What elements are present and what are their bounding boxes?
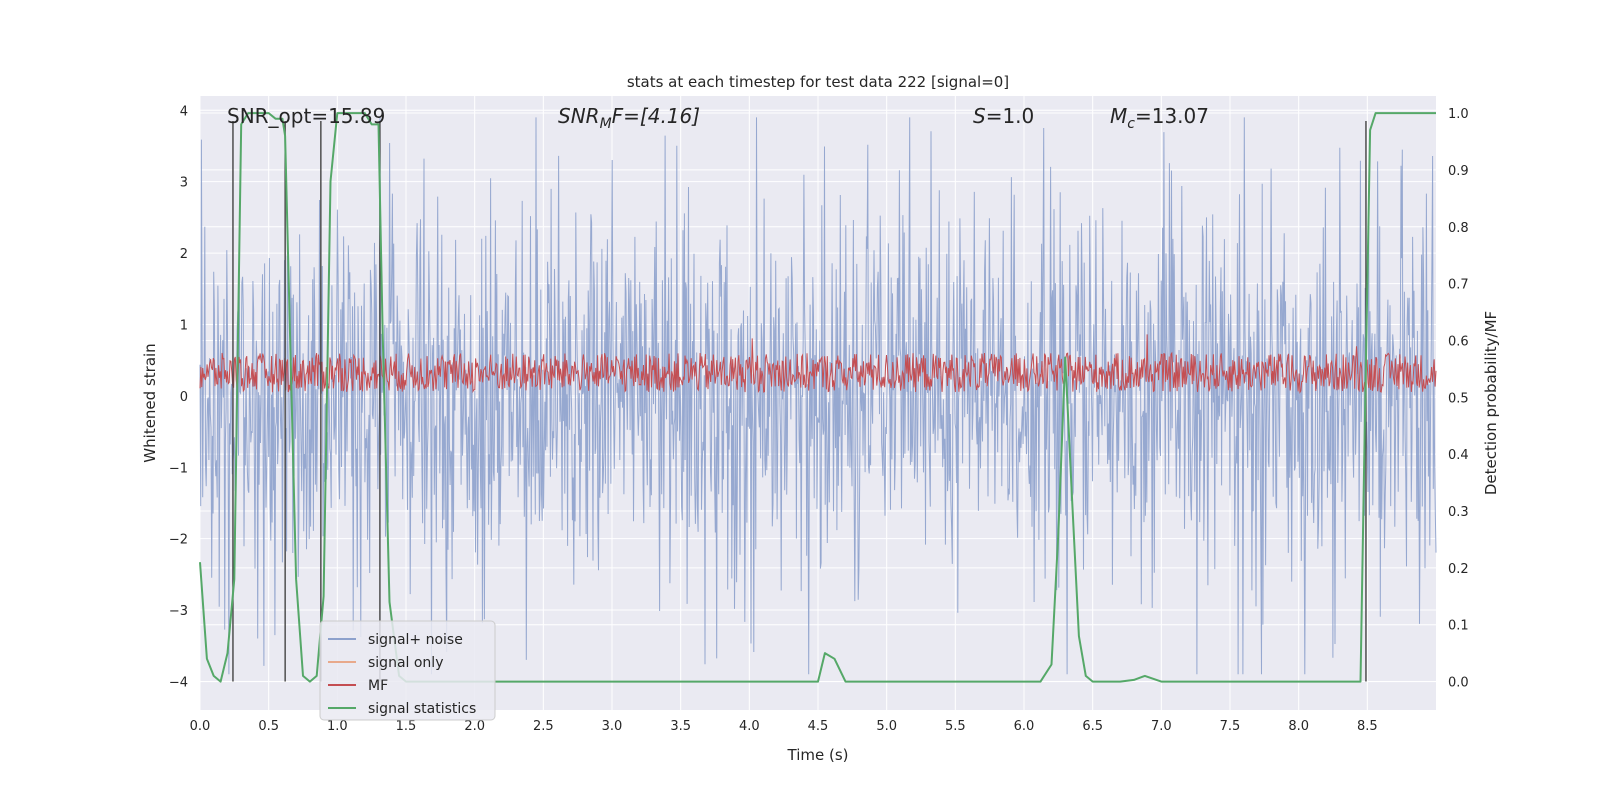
mf-series [199,334,1437,394]
y-right-tick-label: 0.3 [1448,505,1469,520]
x-tick-label: 0.5 [258,719,279,734]
x-tick-label: 8.0 [1288,719,1309,734]
y-right-tick-label: 0.9 [1448,164,1469,179]
x-tick-label: 6.5 [1082,719,1103,734]
annotation-s: S=1.0 [973,104,1034,128]
y-left-tick-label: 3 [180,176,188,191]
y-left-tick-label: −2 [169,533,188,548]
y-right-tick-label: 0.2 [1448,562,1469,577]
signal-statistics-series [199,112,1436,683]
x-tick-label: 5.5 [945,719,966,734]
x-tick-label: 0.0 [190,719,211,734]
tick-labels: 0.0 0.5 1.0 1.5 2.0 2.5 3.0 3.5 4.0 4.5 5.0 5.5 6.0 6… [169,104,1469,734]
y-left-tick-label: 2 [180,247,188,262]
legend-label-signal-only: signal only [368,655,443,671]
legend-label-signal-statistics: signal statistics [368,701,476,717]
x-tick-label: 7.5 [1220,719,1241,734]
signal-noise-line [199,117,1437,675]
y-right-tick-label: 0.0 [1448,676,1469,691]
annotation-snr-opt: SNR_opt=15.89 [227,104,385,128]
x-tick-label: 5.0 [876,719,897,734]
y-left-tick-label: −4 [169,675,188,690]
x-tick-label: 3.5 [670,719,691,734]
x-tick-label: 2.5 [533,719,554,734]
annotation-snr-mf: SNRMF=[4.16] [558,104,700,132]
y-left-tick-label: 4 [180,104,188,119]
x-tick-label: 6.0 [1014,719,1035,734]
y-right-tick-label: 0.6 [1448,334,1469,349]
legend-box [319,620,496,721]
left-y-axis-label: Whitened strain [141,343,159,462]
y-left-tick-label: 0 [180,390,188,405]
mf-line [199,334,1437,394]
signal-noise-series [199,117,1437,675]
y-right-tick-label: 0.7 [1448,278,1469,293]
y-left-tick-label: 1 [180,318,188,333]
y-left-tick-label: −3 [169,604,188,619]
legend-label-signal-noise: signal+ noise [368,632,463,648]
y-right-tick-label: 0.1 [1448,619,1469,634]
legend: signal+ noise signal only MF signal stat… [319,620,496,721]
y-right-tick-label: 1.0 [1448,107,1469,122]
x-axis-label: Time (s) [787,746,849,764]
right-y-axis-label: Detection probability/MF [1482,311,1500,495]
x-tick-label: 8.5 [1357,719,1378,734]
x-tick-label: 3.0 [602,719,623,734]
y-right-tick-label: 0.5 [1448,391,1469,406]
x-tick-label: 1.5 [396,719,417,734]
y-right-tick-label: 0.8 [1448,221,1469,236]
x-tick-label: 7.0 [1151,719,1172,734]
x-tick-label: 4.5 [808,719,829,734]
y-left-tick-label: −1 [169,461,188,476]
annotation-mc: Mc=13.07 [1110,104,1209,132]
signal-statistics-line [199,112,1436,683]
grid-lines [199,96,1436,710]
y-right-tick-label: 0.4 [1448,448,1469,463]
legend-label-mf: MF [368,678,388,694]
chart-title: stats at each timestep for test data 222… [627,73,1009,91]
x-tick-label: 1.0 [327,719,348,734]
x-tick-label: 2.0 [464,719,485,734]
x-tick-label: 4.0 [739,719,760,734]
